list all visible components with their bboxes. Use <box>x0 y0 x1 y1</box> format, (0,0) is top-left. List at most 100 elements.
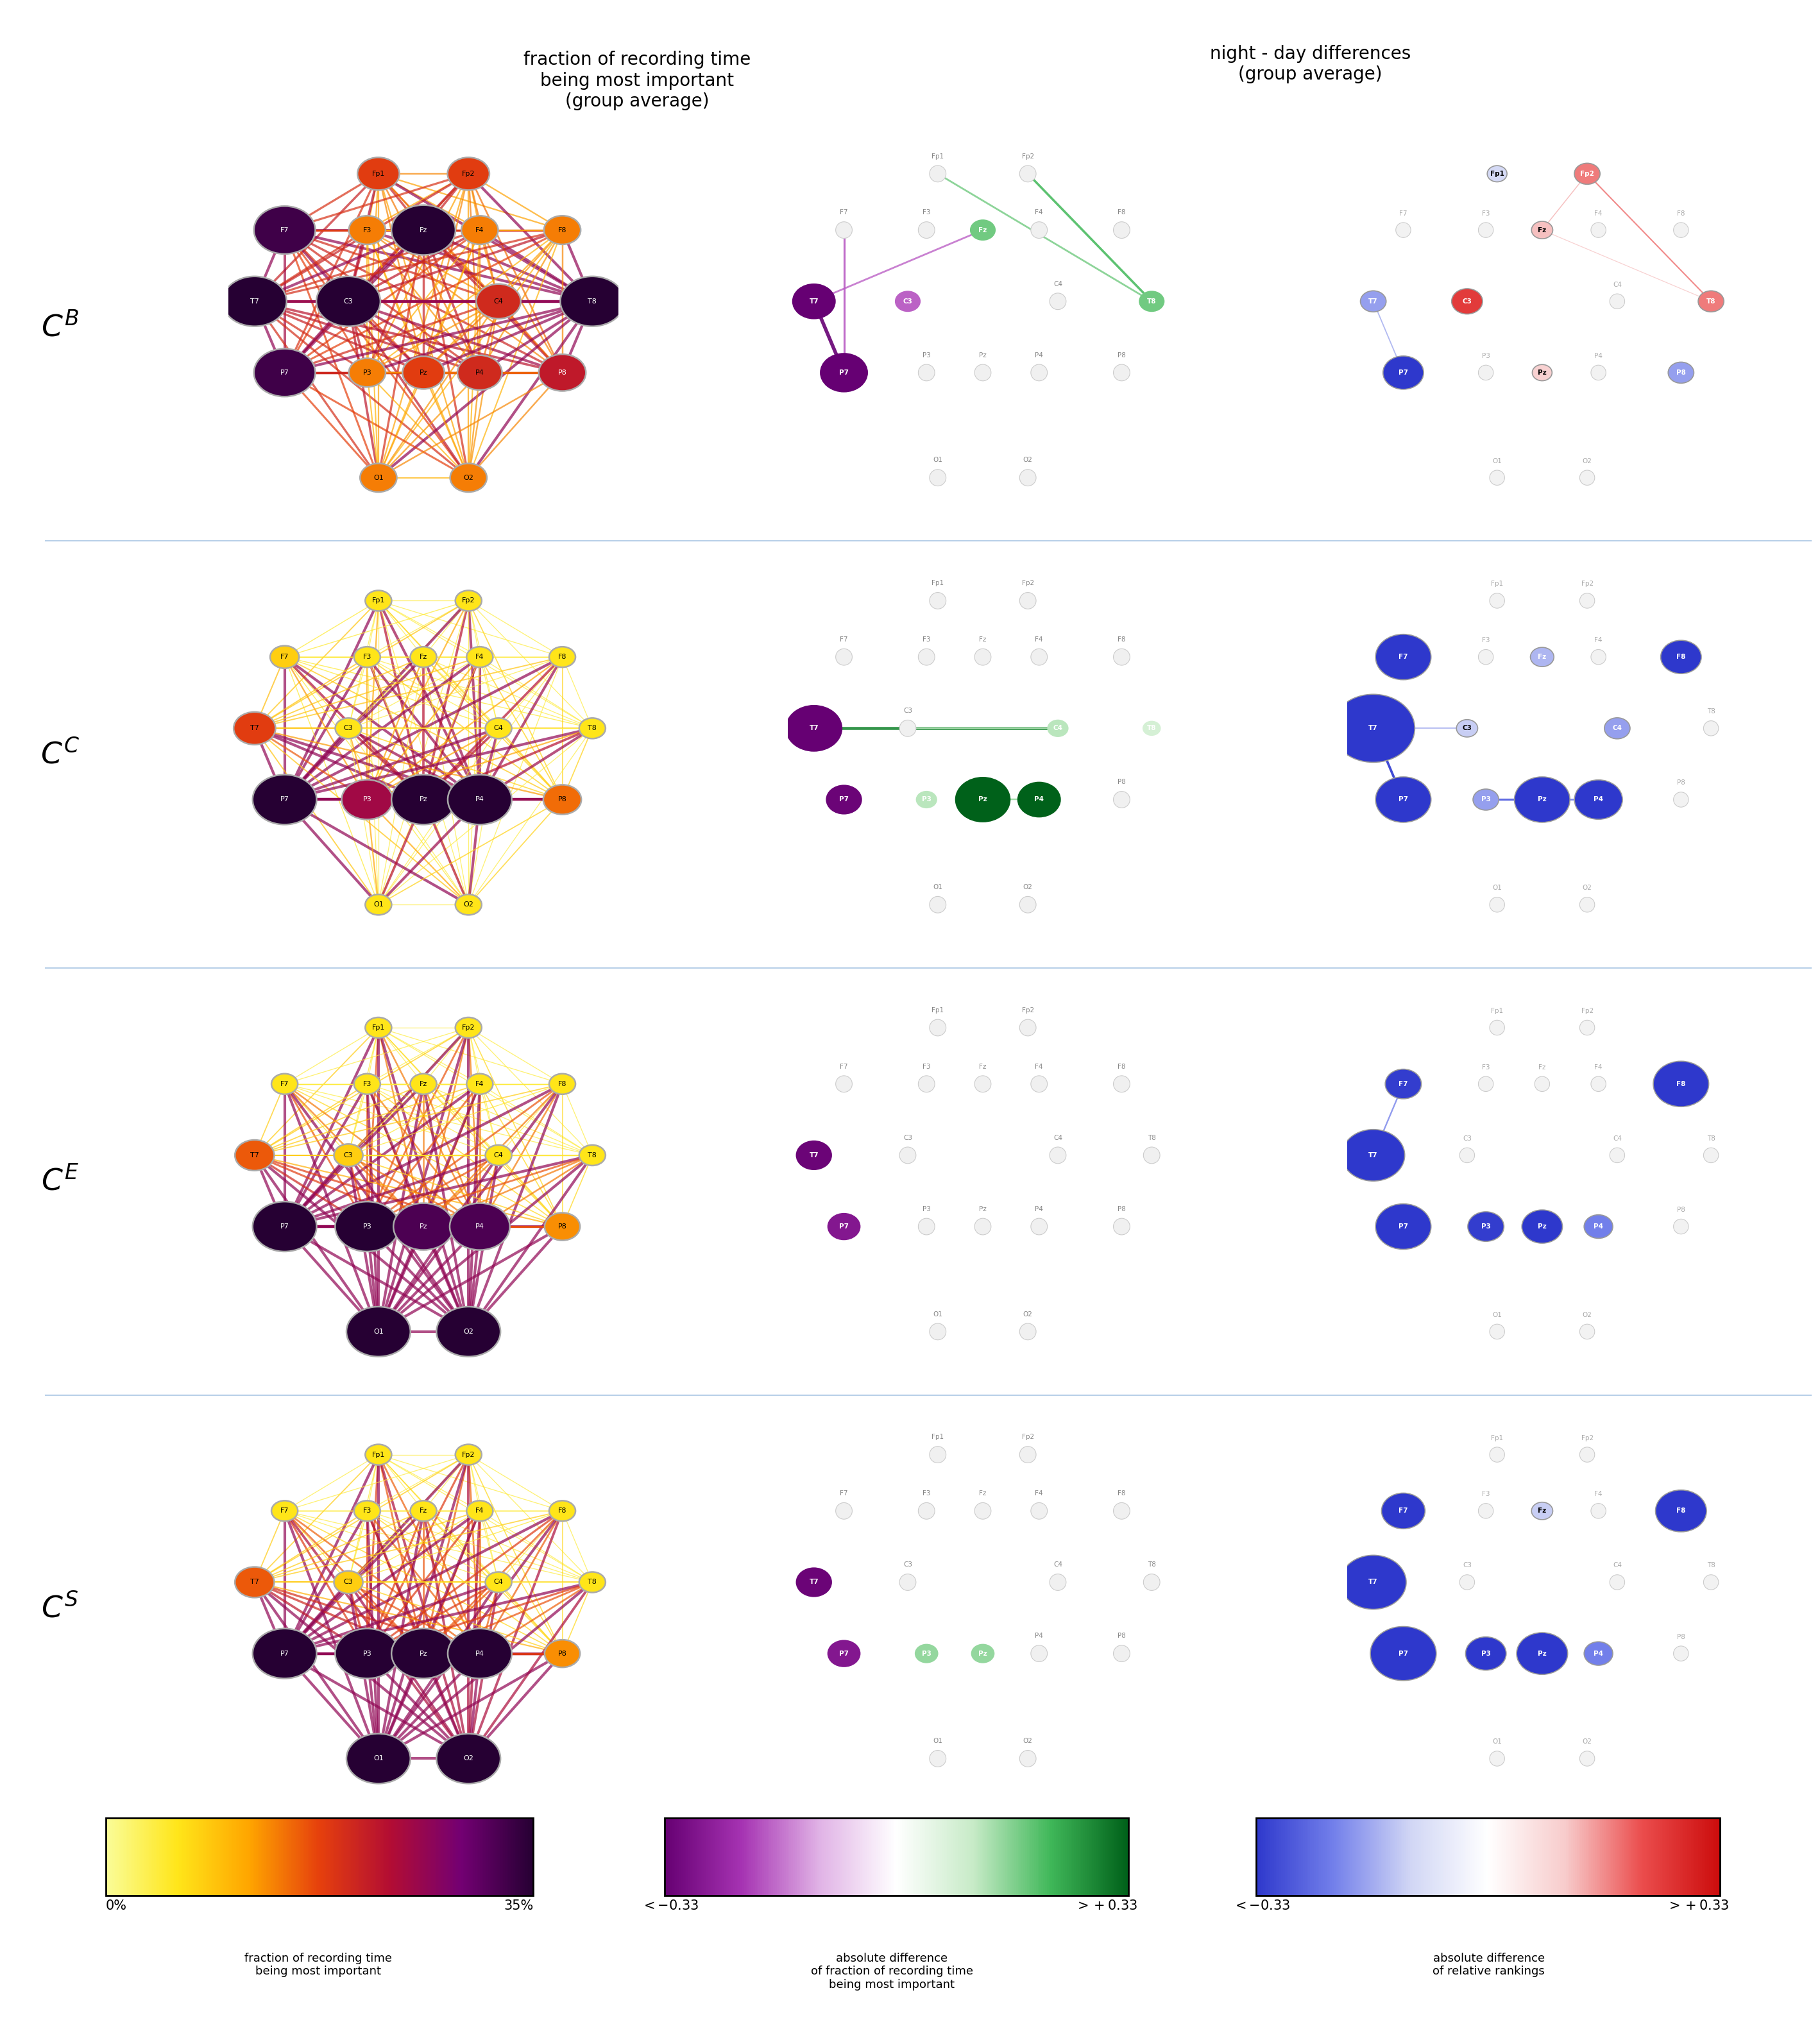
Ellipse shape <box>462 216 499 245</box>
Circle shape <box>930 1323 946 1339</box>
Text: T7: T7 <box>810 1151 819 1158</box>
Ellipse shape <box>1376 1204 1431 1249</box>
Text: O1: O1 <box>373 901 384 907</box>
Ellipse shape <box>1046 719 1068 738</box>
Ellipse shape <box>821 353 868 393</box>
Text: O2: O2 <box>1582 459 1592 465</box>
Ellipse shape <box>391 1628 455 1679</box>
Ellipse shape <box>466 646 493 666</box>
Text: T8: T8 <box>1707 1563 1714 1569</box>
Ellipse shape <box>455 591 482 611</box>
Text: P7: P7 <box>1398 369 1409 375</box>
Ellipse shape <box>455 895 482 915</box>
Circle shape <box>1580 1751 1594 1767</box>
Circle shape <box>1489 593 1505 607</box>
Text: P3: P3 <box>362 369 371 375</box>
Text: F3: F3 <box>1481 1492 1491 1498</box>
Ellipse shape <box>360 463 397 491</box>
Text: P3: P3 <box>362 1223 371 1229</box>
Text: F8: F8 <box>1676 654 1685 660</box>
Ellipse shape <box>1465 1637 1507 1671</box>
Text: P7: P7 <box>1398 1223 1409 1229</box>
Text: P4: P4 <box>475 797 484 803</box>
Ellipse shape <box>1370 1626 1436 1681</box>
Text: F4: F4 <box>1594 210 1602 216</box>
Text: T7: T7 <box>810 726 819 732</box>
Text: T8: T8 <box>588 726 597 732</box>
Ellipse shape <box>233 711 275 744</box>
Ellipse shape <box>333 1143 362 1166</box>
Text: P8: P8 <box>1676 1634 1685 1641</box>
Text: Fp1: Fp1 <box>932 1007 945 1013</box>
Text: T8: T8 <box>588 1579 597 1586</box>
Circle shape <box>1591 650 1605 664</box>
Text: T7: T7 <box>1369 726 1378 732</box>
Circle shape <box>1114 365 1130 381</box>
Text: O1: O1 <box>373 475 384 481</box>
Text: P8: P8 <box>559 797 566 803</box>
Text: T8: T8 <box>1707 298 1716 304</box>
Ellipse shape <box>255 348 315 397</box>
Circle shape <box>1114 1645 1130 1661</box>
Text: F4: F4 <box>1594 638 1602 644</box>
Circle shape <box>1580 1021 1594 1035</box>
Ellipse shape <box>486 1571 511 1592</box>
Text: F4: F4 <box>475 226 484 232</box>
Text: C3: C3 <box>344 298 353 304</box>
Text: absolute difference
of fraction of recording time
being most important: absolute difference of fraction of recor… <box>810 1952 974 1991</box>
Ellipse shape <box>391 206 455 255</box>
Circle shape <box>1019 593 1036 609</box>
Text: P7: P7 <box>839 1223 848 1229</box>
Ellipse shape <box>1603 717 1631 740</box>
Text: P4: P4 <box>1036 353 1043 359</box>
Ellipse shape <box>466 1074 493 1094</box>
Circle shape <box>919 222 935 238</box>
Text: P4: P4 <box>1594 353 1603 359</box>
Circle shape <box>1704 1147 1718 1164</box>
Ellipse shape <box>271 1500 298 1520</box>
Circle shape <box>1478 1504 1494 1518</box>
Text: Fp1: Fp1 <box>932 1435 945 1441</box>
Text: P4: P4 <box>1594 1223 1603 1229</box>
Text: F8: F8 <box>559 226 566 232</box>
Text: T8: T8 <box>1147 298 1156 304</box>
Ellipse shape <box>235 1567 275 1598</box>
Text: T7: T7 <box>1369 298 1378 304</box>
Ellipse shape <box>271 1074 298 1094</box>
Ellipse shape <box>353 646 380 666</box>
Text: F4: F4 <box>1036 210 1043 216</box>
Circle shape <box>930 1019 946 1035</box>
Circle shape <box>1019 165 1036 181</box>
Text: P4: P4 <box>1594 1651 1603 1657</box>
Ellipse shape <box>457 355 502 389</box>
Text: C3: C3 <box>344 1579 353 1586</box>
Circle shape <box>1489 1021 1505 1035</box>
Text: T7: T7 <box>249 1151 258 1158</box>
Text: $C^E$: $C^E$ <box>42 1166 78 1196</box>
Ellipse shape <box>1360 291 1387 312</box>
Text: Fp1: Fp1 <box>1491 1007 1503 1015</box>
Ellipse shape <box>455 1017 482 1037</box>
Text: O2: O2 <box>1023 457 1032 463</box>
Ellipse shape <box>1341 1129 1405 1182</box>
Circle shape <box>1609 293 1625 310</box>
Ellipse shape <box>544 1213 581 1241</box>
Circle shape <box>1591 1076 1605 1092</box>
Ellipse shape <box>795 1141 832 1170</box>
Text: C4: C4 <box>493 1579 504 1586</box>
Text: P8: P8 <box>1117 353 1127 359</box>
Text: Fz: Fz <box>979 1490 986 1496</box>
Text: O1: O1 <box>934 884 943 891</box>
Ellipse shape <box>366 1017 391 1037</box>
Text: Fp2: Fp2 <box>1582 1007 1592 1015</box>
Text: P3: P3 <box>923 1206 930 1213</box>
Ellipse shape <box>335 1202 399 1251</box>
Text: Fp2: Fp2 <box>1582 581 1592 587</box>
Circle shape <box>1030 365 1047 381</box>
Circle shape <box>1478 365 1494 381</box>
Circle shape <box>974 365 992 381</box>
Circle shape <box>919 1502 935 1518</box>
Ellipse shape <box>1522 1211 1562 1243</box>
Ellipse shape <box>1340 1555 1407 1610</box>
Text: F4: F4 <box>1594 1492 1602 1498</box>
